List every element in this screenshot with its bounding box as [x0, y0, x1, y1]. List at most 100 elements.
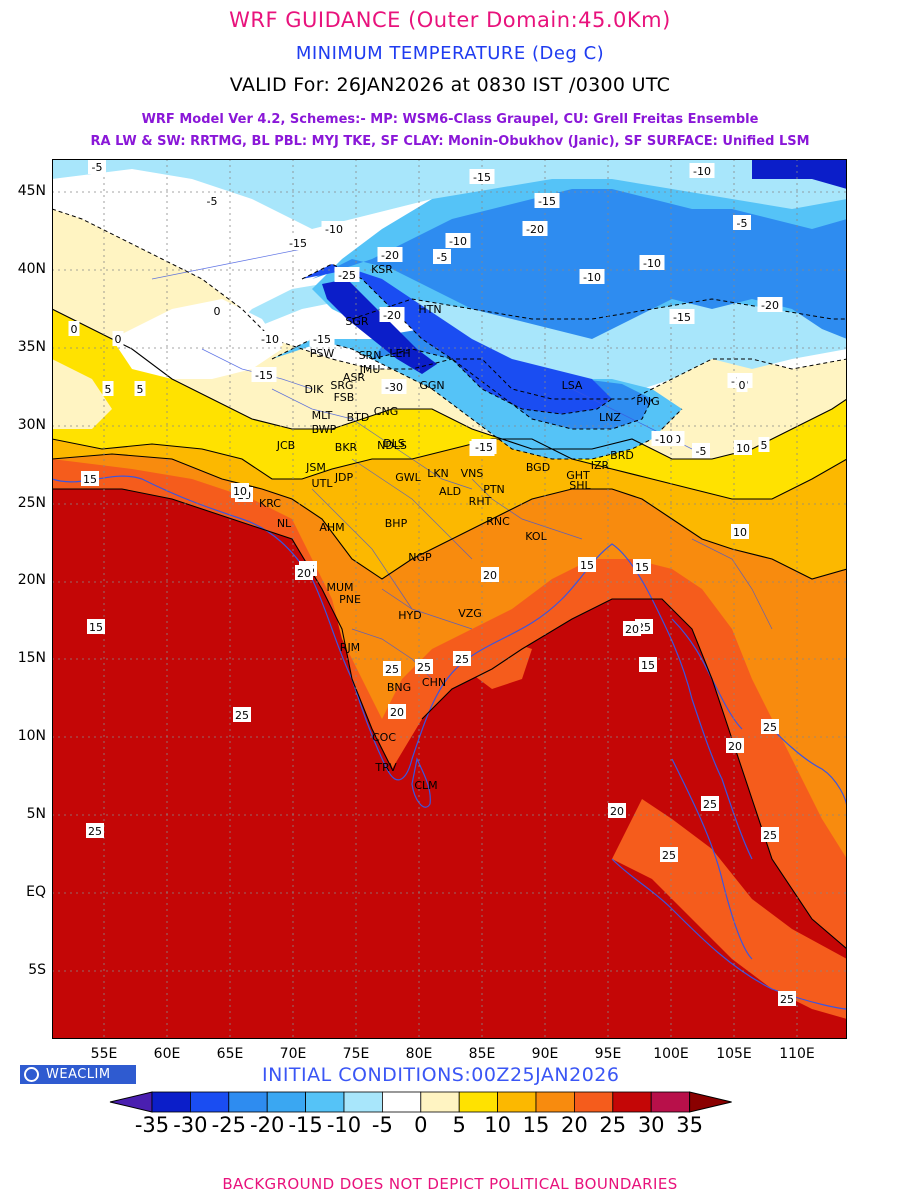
contour-label: 15: [639, 657, 657, 672]
lon-label-85e: 85E: [468, 1046, 496, 1062]
colorbar-swatch: [381, 1091, 422, 1113]
contour-label: 15: [87, 619, 105, 634]
contour-label: 20: [623, 621, 641, 636]
contour-label: -15: [469, 169, 495, 184]
station-label: NL: [277, 517, 292, 530]
contour-label-box: [445, 233, 471, 248]
contour-label: 5: [758, 437, 770, 452]
lat-label-40n: 40N: [17, 261, 46, 277]
colorbar-label: 35: [676, 1113, 703, 1137]
contour-label-box: [88, 159, 106, 174]
contour-label: 25: [233, 707, 251, 722]
contour-label: -10: [639, 255, 665, 270]
contour-label: 15: [81, 471, 99, 486]
lat-label-5s: 5S: [28, 962, 46, 978]
contour-label-box: [733, 215, 751, 230]
lon-label-105e: 105E: [716, 1046, 752, 1062]
station-label: AHM: [319, 521, 344, 534]
station-label: GWL: [395, 471, 421, 484]
band-deep-orange-bay: [452, 639, 532, 689]
station-label: FSB: [334, 391, 355, 404]
lon-label-95e: 95E: [594, 1046, 622, 1062]
colorbar-label: -5: [371, 1113, 393, 1137]
station-label: TRV: [374, 761, 397, 774]
station-label: NDLS: [377, 439, 407, 452]
contour-label: -20: [377, 247, 403, 262]
station-label: JSM: [305, 461, 326, 474]
contour-label: 25: [778, 991, 796, 1006]
lat-label-30n: 30N: [17, 417, 46, 433]
station-label: HTN: [418, 303, 441, 316]
contour-label-text: 25: [662, 849, 676, 862]
contour-label: -5: [692, 443, 710, 458]
negative-contours: [52, 208, 847, 460]
colorbar-swatch: [497, 1091, 537, 1113]
contour-label-box: [734, 440, 752, 455]
contour-label: 15: [578, 557, 596, 572]
contour-label: -15: [669, 309, 695, 324]
colorbar-label: 5: [452, 1113, 466, 1137]
logo-text: WEACLIM: [46, 1067, 111, 1082]
contour-label-box: [203, 193, 221, 208]
station-label: BKR: [335, 441, 358, 454]
contour-label: 0: [112, 331, 124, 346]
contour-label-box: [251, 367, 277, 382]
station-label: DIK: [305, 383, 325, 396]
contour-label-box: [534, 193, 560, 208]
lat-label-10n: 10N: [17, 728, 46, 744]
contour-label: -20: [522, 221, 548, 236]
contour-label: -30: [381, 379, 407, 394]
station-label: PTN: [483, 483, 505, 496]
contour-label-text: -20: [381, 249, 399, 262]
station-label: RHT: [469, 495, 492, 508]
lon-label-75e: 75E: [342, 1046, 370, 1062]
station-label: SRN: [359, 349, 382, 362]
patch-white-central-asia: [112, 299, 282, 379]
contour-label: -5: [203, 193, 221, 208]
contour-label-text: -10: [261, 333, 279, 346]
colorbar-swatch: [343, 1091, 383, 1113]
contour-label-text: 20: [483, 569, 497, 582]
contour-label-text: 25: [763, 829, 777, 842]
station-label: BHP: [385, 517, 408, 530]
contour-label-box: [778, 991, 796, 1006]
contour-label-box: [231, 483, 249, 498]
contour-label: 25: [453, 651, 471, 666]
contour-label-text: 25: [455, 653, 469, 666]
station-label: BWP: [312, 423, 337, 436]
contour-label-box: [257, 331, 283, 346]
station-label: UTL: [312, 477, 334, 490]
contour-label: 0: [68, 321, 80, 336]
lat-label-20n: 20N: [17, 572, 46, 588]
lon-label-60e: 60E: [153, 1046, 181, 1062]
colorbar-swatch: [190, 1091, 230, 1113]
colorbar: [109, 1091, 732, 1113]
contour-label-text: -20: [526, 223, 544, 236]
station-label: LKN: [427, 467, 449, 480]
contour-label-text: 25: [780, 993, 794, 1006]
contour-label-box: [383, 661, 401, 676]
contour-label: 10: [734, 440, 752, 455]
contour-label-text: -5: [207, 195, 218, 208]
lon-label-55e: 55E: [90, 1046, 118, 1062]
initial-conditions: INITIAL CONDITIONS:00Z25JAN2026: [262, 1064, 620, 1086]
colorbar-label: -20: [250, 1113, 285, 1137]
contour-label-box: [758, 437, 770, 452]
colorbar-swatch: [458, 1091, 499, 1113]
contour-label-text: -10: [583, 271, 601, 284]
contour-label-text: -10: [643, 257, 661, 270]
colorbar-swatch: [228, 1091, 268, 1113]
station-label: KSR: [371, 263, 393, 276]
weaclim-logo: WEACLIM: [20, 1065, 136, 1084]
contour-label-text: -10: [655, 433, 673, 446]
contour-label-text: 25: [703, 798, 717, 811]
contour-label: -5: [433, 249, 451, 264]
station-label: RNC: [486, 515, 510, 528]
contour-label: 25: [86, 823, 104, 838]
colorbar-label: -25: [211, 1113, 246, 1137]
contour-label-text: -10: [449, 235, 467, 248]
coastlines: [52, 475, 847, 1010]
contour-label-box: [321, 221, 347, 236]
contour-label: -20: [379, 307, 405, 322]
contour-label-text: 0: [71, 323, 78, 336]
